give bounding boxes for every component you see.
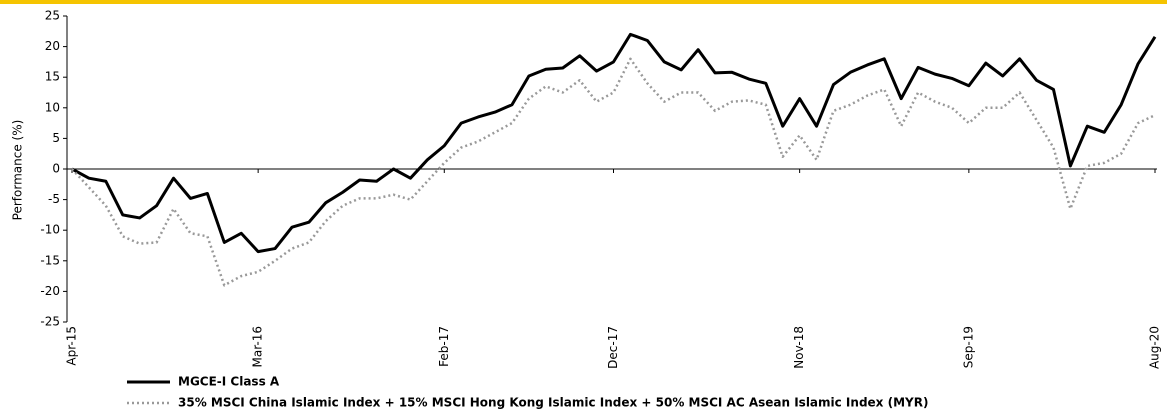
y-tick-label: -20 bbox=[40, 284, 60, 298]
legend: MGCE-I Class A 35% MSCI China Islamic Ind… bbox=[127, 375, 928, 410]
top-bar bbox=[0, 0, 1167, 4]
x-tick-label: Sep-19 bbox=[961, 326, 975, 368]
x-tick-label: Nov-18 bbox=[792, 326, 806, 369]
y-tick-label: -10 bbox=[40, 223, 60, 237]
x-tick-label: Mar-16 bbox=[251, 326, 265, 367]
legend-label: MGCE-I Class A bbox=[178, 375, 280, 389]
x-tick-label: Feb-17 bbox=[437, 326, 451, 367]
y-tick-label: 25 bbox=[45, 9, 60, 23]
y-tick-label: 5 bbox=[52, 131, 60, 145]
series-line bbox=[71, 32, 1157, 254]
y-tick-label: -5 bbox=[48, 192, 60, 206]
y-tick-label: -15 bbox=[40, 253, 60, 267]
x-tick-label: Apr-15 bbox=[65, 326, 79, 366]
x-tick-label: Aug-20 bbox=[1148, 326, 1162, 369]
y-tick-label: 10 bbox=[45, 100, 60, 114]
legend-label: 35% MSCI China Islamic Index + 15% MSCI … bbox=[178, 396, 928, 410]
y-tick-label: 15 bbox=[45, 70, 60, 84]
series-line bbox=[71, 57, 1156, 287]
y-axis-label: Performance (%) bbox=[11, 120, 25, 221]
y-tick-label: 0 bbox=[52, 162, 60, 176]
y-tick-label: -25 bbox=[40, 315, 60, 329]
y-tick-label: 20 bbox=[45, 39, 60, 53]
x-tick-label: Dec-17 bbox=[606, 326, 620, 369]
